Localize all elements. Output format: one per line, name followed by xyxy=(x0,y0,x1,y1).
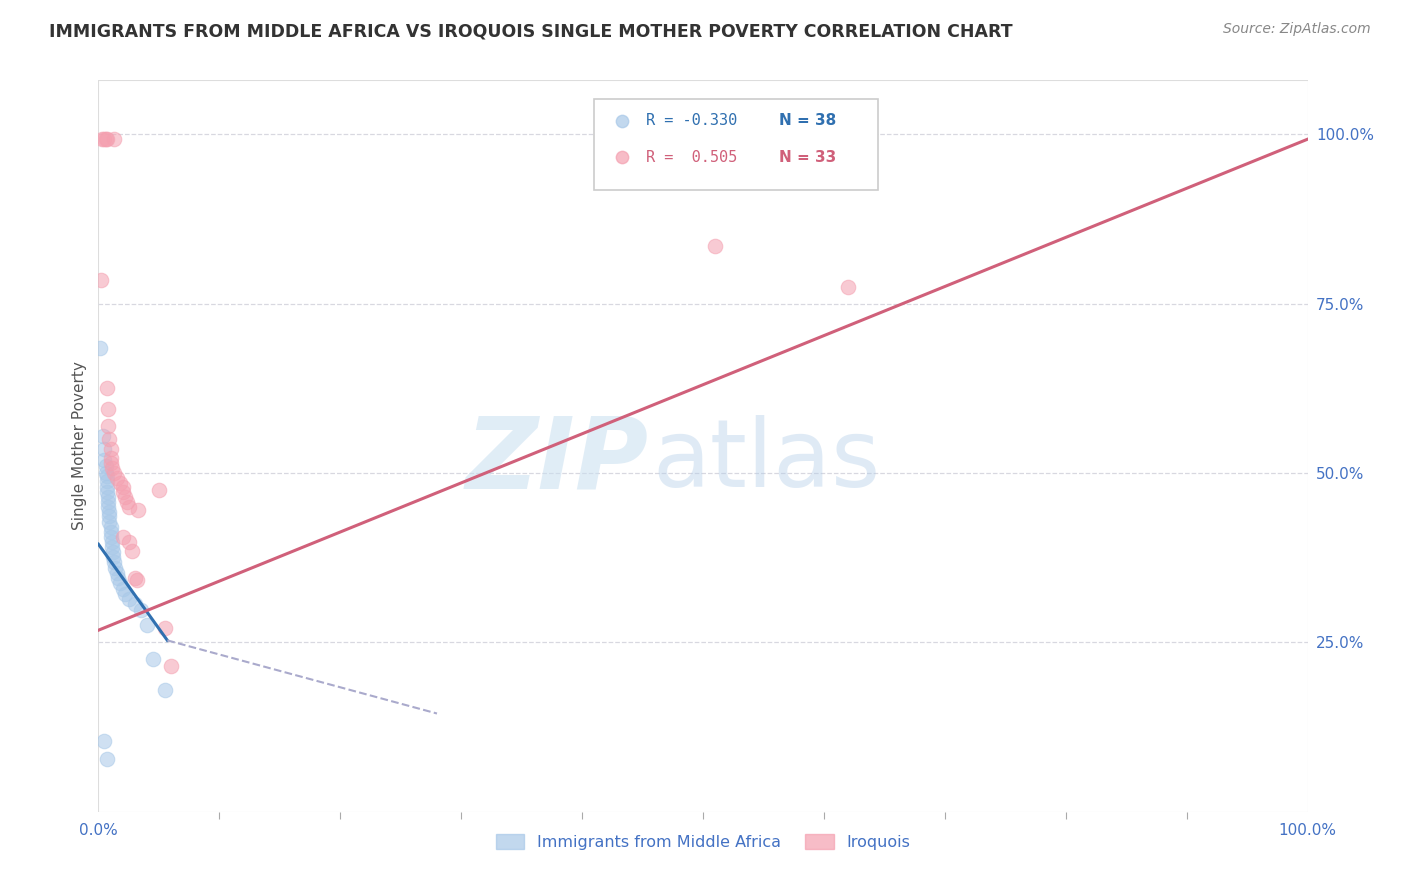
Point xyxy=(101,550,124,565)
Point xyxy=(96,469,118,483)
Point xyxy=(93,442,115,457)
Point xyxy=(100,540,122,554)
Point xyxy=(103,556,125,570)
Point xyxy=(610,164,633,178)
Point xyxy=(160,659,183,673)
Point xyxy=(97,401,120,416)
Point xyxy=(97,490,120,504)
Point xyxy=(127,573,149,587)
Point xyxy=(124,571,146,585)
Point xyxy=(153,620,176,634)
Point xyxy=(100,520,122,534)
Point xyxy=(101,545,124,559)
Text: atlas: atlas xyxy=(652,415,880,507)
Point xyxy=(111,485,134,500)
Point xyxy=(111,480,134,494)
Point xyxy=(114,587,136,601)
Text: Source: ZipAtlas.com: Source: ZipAtlas.com xyxy=(1223,22,1371,37)
Point xyxy=(127,503,149,517)
Point xyxy=(96,381,118,395)
Point xyxy=(107,571,129,585)
FancyBboxPatch shape xyxy=(595,99,879,190)
Point xyxy=(100,442,122,457)
Point xyxy=(97,500,120,514)
Text: R =  0.505: R = 0.505 xyxy=(647,150,737,165)
Point xyxy=(704,239,727,253)
Point xyxy=(121,544,143,558)
Text: N = 33: N = 33 xyxy=(779,150,837,165)
Point xyxy=(90,273,112,287)
Point xyxy=(94,459,117,474)
Point xyxy=(103,466,125,480)
Point xyxy=(118,535,141,549)
Point xyxy=(98,509,121,524)
Point xyxy=(135,618,157,632)
Point xyxy=(96,485,118,500)
Point xyxy=(100,456,122,470)
Point xyxy=(100,451,122,466)
Point xyxy=(89,341,111,355)
Y-axis label: Single Mother Poverty: Single Mother Poverty xyxy=(72,361,87,531)
Point xyxy=(94,466,117,480)
Point xyxy=(105,566,128,581)
Point xyxy=(97,494,120,508)
Point xyxy=(124,598,146,612)
Point xyxy=(104,561,127,575)
Point xyxy=(105,471,128,485)
Point xyxy=(114,490,136,504)
Point xyxy=(153,682,176,697)
Point xyxy=(93,132,115,146)
Point xyxy=(94,132,117,146)
Point xyxy=(610,198,633,212)
Text: N = 38: N = 38 xyxy=(779,113,837,128)
Point xyxy=(148,483,170,497)
Point xyxy=(118,500,141,514)
Point xyxy=(129,603,152,617)
Text: ZIP: ZIP xyxy=(465,412,648,509)
Point xyxy=(100,460,122,475)
Point xyxy=(96,132,118,146)
Point xyxy=(91,429,114,443)
Point xyxy=(111,530,134,544)
Text: R = -0.330: R = -0.330 xyxy=(647,113,737,128)
Point xyxy=(108,475,131,490)
Point xyxy=(108,576,131,591)
Legend: Immigrants from Middle Africa, Iroquois: Immigrants from Middle Africa, Iroquois xyxy=(489,828,917,856)
Point xyxy=(118,592,141,607)
Point xyxy=(111,582,134,596)
Text: IMMIGRANTS FROM MIDDLE AFRICA VS IROQUOIS SINGLE MOTHER POVERTY CORRELATION CHAR: IMMIGRANTS FROM MIDDLE AFRICA VS IROQUOI… xyxy=(49,22,1012,40)
Point xyxy=(100,524,122,539)
Point xyxy=(93,452,115,467)
Point xyxy=(98,432,121,446)
Point xyxy=(98,515,121,529)
Point xyxy=(96,752,118,766)
Point xyxy=(93,733,115,747)
Point xyxy=(100,535,122,549)
Point xyxy=(142,652,165,666)
Point xyxy=(100,530,122,544)
Point xyxy=(91,132,114,146)
Point xyxy=(117,494,139,508)
Point xyxy=(837,280,859,294)
Point xyxy=(96,474,118,488)
Point xyxy=(98,505,121,519)
Point xyxy=(97,418,120,433)
Point xyxy=(103,132,125,146)
Point xyxy=(96,480,118,494)
